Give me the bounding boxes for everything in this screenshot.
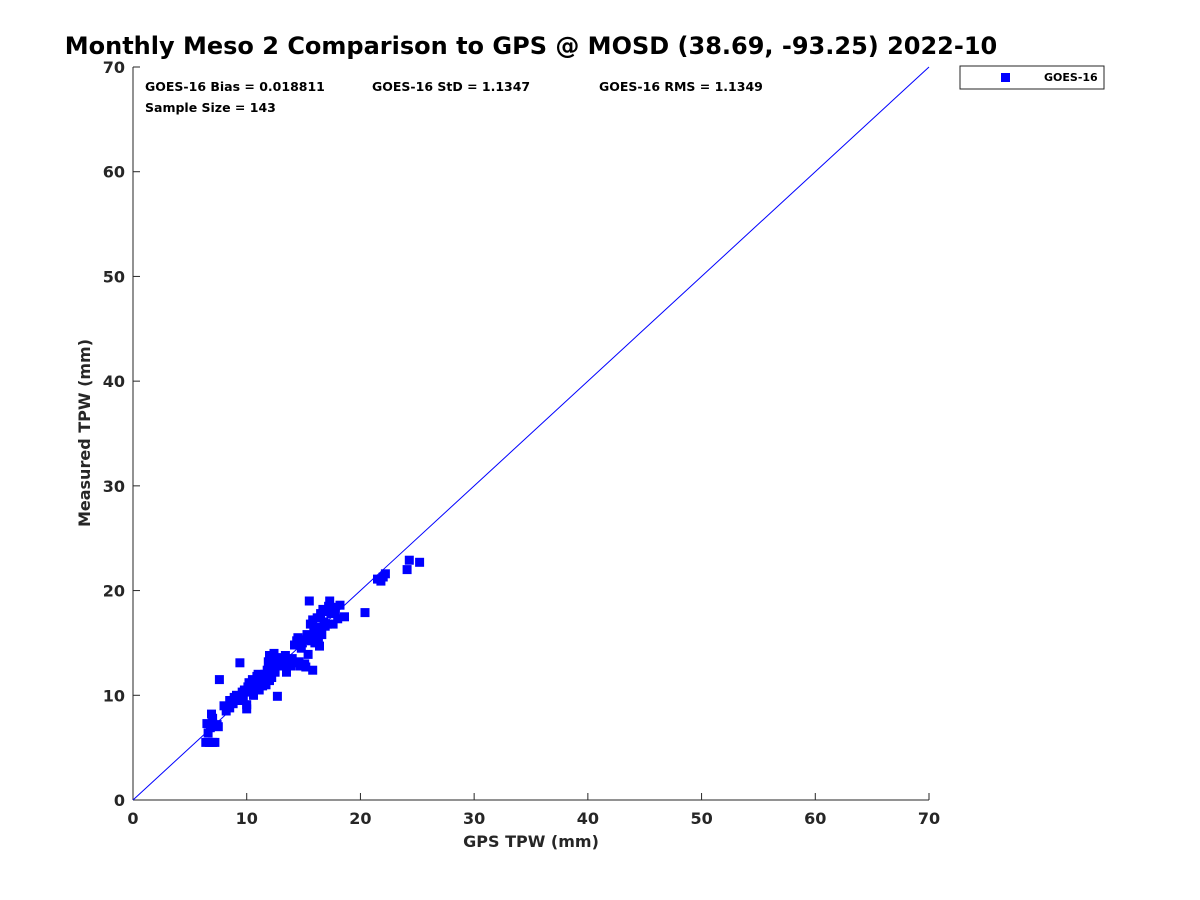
data-point [404,555,414,565]
chart-title: Monthly Meso 2 Comparison to GPS @ MOSD … [65,32,998,60]
data-point [333,614,343,624]
data-point [302,630,312,640]
y-axis-label: Measured TPW (mm) [75,339,94,527]
data-point [402,565,412,575]
legend-label: GOES-16 [1044,71,1098,84]
data-point [415,557,425,567]
y-tick-label: 0 [114,791,125,810]
data-point [249,690,258,700]
data-point [380,569,390,579]
stat-bias: GOES-16 Bias = 0.018811 [145,79,325,94]
data-point [328,619,338,629]
legend-square-marker-icon [1001,73,1010,82]
x-tick-label: 30 [463,809,485,828]
data-point [315,641,324,651]
y-tick-label: 20 [103,582,125,601]
data-point [309,628,319,637]
data-point [330,607,340,616]
data-point [213,722,223,732]
data-point [203,728,213,738]
data-point [321,607,331,616]
y-tick-label: 30 [103,477,125,496]
legend: GOES-16 [959,65,1105,90]
data-point [232,690,241,700]
data-point [214,675,224,685]
data-point [242,704,252,714]
x-tick-label: 60 [804,809,826,828]
x-tick-label: 40 [577,809,599,828]
data-point [235,658,245,668]
data-point [202,719,212,729]
stat-sample-size: Sample Size = 143 [145,100,276,115]
data-point [303,649,313,659]
data-point [299,635,309,645]
data-point [219,701,229,711]
y-tick-label: 40 [103,372,125,391]
data-point [325,596,335,606]
data-point [250,677,260,687]
x-tick-label: 20 [349,809,371,828]
data-point [304,596,314,606]
y-tick-label: 60 [103,163,125,182]
y-ticks: 0 10 20 30 40 50 60 70 [103,58,140,810]
data-point [210,737,220,747]
x-tick-label: 70 [918,809,940,828]
data-point [296,643,306,653]
data-point [282,667,291,677]
data-point [293,633,303,643]
x-tick-label: 10 [236,809,258,828]
data-point [340,612,349,622]
data-point [268,654,278,664]
data-point [308,665,318,675]
data-point [270,667,280,677]
data-point [335,600,345,610]
data-point [360,608,370,618]
scatter-points [201,555,425,747]
data-point [263,657,273,667]
data-point [272,691,282,701]
data-point [278,659,288,669]
x-axis-label: GPS TPW (mm) [463,832,599,851]
y-tick-label: 70 [103,58,125,77]
x-ticks: 0 10 20 30 40 50 60 70 [127,793,940,828]
data-point [276,653,286,663]
data-point [301,662,311,672]
y-tick-label: 50 [103,267,125,286]
legend-box [959,65,1105,90]
y-tick-label: 10 [103,686,125,705]
data-point [317,630,327,640]
data-point [269,648,279,658]
data-point [267,673,277,682]
x-tick-label: 50 [690,809,712,828]
data-point [207,709,216,719]
x-tick-label: 0 [127,809,138,828]
stat-rms: GOES-16 RMS = 1.1349 [599,79,763,94]
data-point [323,619,332,629]
stat-std: GOES-16 StD = 1.1347 [372,79,530,94]
